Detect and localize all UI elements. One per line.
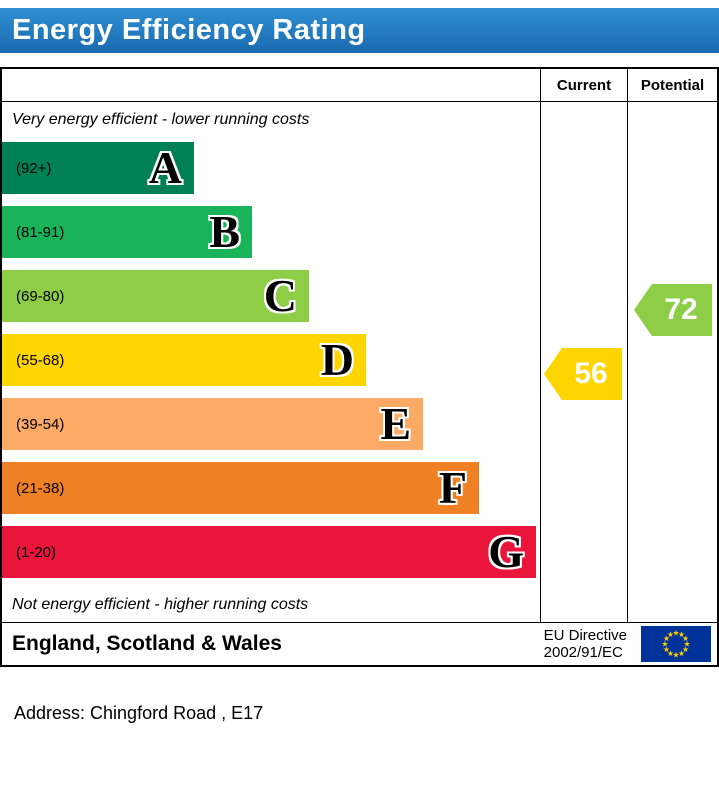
top-note: Very energy efficient - lower running co… [12, 111, 310, 128]
band-letter: A [148, 142, 182, 193]
band-row: (92+) A [2, 136, 540, 200]
band-row: (21-38) F [2, 456, 540, 520]
band-range-label: (21-38) [16, 479, 65, 497]
band-bar: (92+) A [2, 142, 194, 194]
energy-rating-table: Current Potential Very energy efficient … [0, 67, 719, 667]
region-label: England, Scotland & Wales [12, 632, 282, 655]
band-row: (1-20) G [2, 520, 540, 584]
table-header-row: Current Potential [2, 69, 717, 102]
band-bar: (81-91) B [2, 206, 252, 258]
band-range-label: (92+) [16, 159, 52, 177]
current-rating-arrow: 56 [544, 348, 622, 400]
band-letter: F [438, 462, 467, 513]
table-body: Very energy efficient - lower running co… [2, 102, 717, 622]
band-letter: G [488, 526, 524, 577]
band-row: (55-68) D [2, 328, 540, 392]
band-letter: C [263, 270, 297, 321]
band-range-label: (55-68) [16, 351, 65, 369]
band-range-label: (1-20) [16, 543, 57, 561]
current-rating-value: 56 [574, 357, 608, 390]
page-title: Energy Efficiency Rating [12, 14, 366, 46]
band-bar: (55-68) D [2, 334, 366, 386]
band-range-label: (39-54) [16, 415, 65, 433]
band-bar: (1-20) G [2, 526, 536, 578]
eu-flag-icon [641, 626, 711, 662]
table-footer-row: England, Scotland & Wales EU Directive 2… [2, 622, 717, 665]
band-bar: (69-80) C [2, 270, 309, 322]
current-column: 56 [541, 102, 628, 622]
eu-directive-line1: EU Directive [543, 627, 627, 644]
eu-directive-line2: 2002/91/EC [543, 644, 623, 661]
potential-column-header: Potential [640, 76, 705, 94]
band-bar: (21-38) F [2, 462, 479, 514]
band-row: (81-91) B [2, 200, 540, 264]
band-row: (39-54) E [2, 392, 540, 456]
bands-column: Very energy efficient - lower running co… [2, 102, 541, 622]
current-column-header: Current [541, 69, 628, 101]
potential-rating-arrow: 72 [634, 284, 712, 336]
band-range-label: (69-80) [16, 287, 65, 305]
banner: Energy Efficiency Rating [0, 8, 719, 53]
potential-rating-value: 72 [664, 293, 698, 326]
band-range-label: (81-91) [16, 223, 65, 241]
band-letter: D [320, 334, 354, 385]
bottom-note: Not energy efficient - higher running co… [12, 596, 309, 613]
band-letter: B [209, 206, 240, 257]
band-row: (69-80) C [2, 264, 540, 328]
band-bar: (39-54) E [2, 398, 423, 450]
eu-directive-label: EU Directive 2002/91/EC [544, 627, 627, 661]
potential-column: 72 [628, 102, 717, 622]
table-corner-cell [2, 69, 541, 101]
band-letter: E [380, 398, 411, 449]
address-text: Address: Chingford Road , E17 [14, 703, 264, 723]
